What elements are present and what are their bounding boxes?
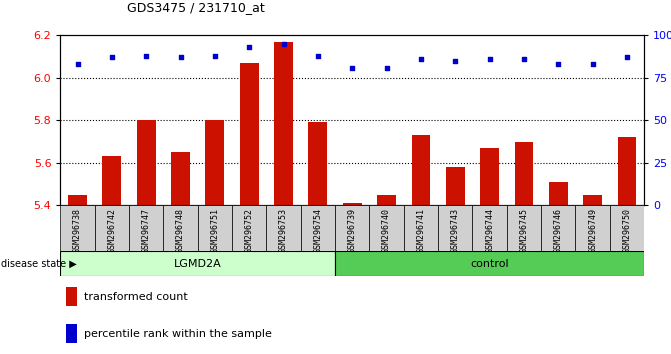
Bar: [610, 205, 644, 251]
Bar: [205, 120, 224, 205]
Text: GSM296744: GSM296744: [485, 207, 494, 253]
Point: [278, 41, 289, 47]
Text: GSM296753: GSM296753: [279, 207, 288, 253]
Text: GSM296750: GSM296750: [623, 207, 631, 253]
Text: GSM296752: GSM296752: [245, 207, 254, 253]
Bar: [137, 120, 156, 205]
Bar: [232, 205, 266, 251]
Text: GSM296745: GSM296745: [519, 207, 529, 253]
Bar: [576, 205, 610, 251]
Bar: [60, 205, 95, 251]
Text: GSM296743: GSM296743: [451, 207, 460, 253]
Bar: [266, 205, 301, 251]
Bar: [66, 287, 76, 306]
Bar: [377, 195, 396, 205]
Text: GSM296751: GSM296751: [211, 207, 219, 253]
Bar: [541, 205, 576, 251]
Point: [347, 65, 358, 70]
Bar: [60, 251, 335, 276]
Bar: [66, 324, 76, 343]
Bar: [480, 148, 499, 205]
Text: LGMD2A: LGMD2A: [174, 259, 221, 269]
Point: [450, 58, 461, 64]
Bar: [549, 182, 568, 205]
Point: [244, 45, 254, 50]
Text: percentile rank within the sample: percentile rank within the sample: [84, 329, 272, 339]
Text: GSM296747: GSM296747: [142, 207, 151, 253]
Point: [141, 53, 152, 59]
Point: [72, 62, 83, 67]
Point: [621, 55, 632, 60]
Bar: [240, 63, 259, 205]
Bar: [309, 122, 327, 205]
Text: GSM296748: GSM296748: [176, 207, 185, 253]
Bar: [95, 205, 129, 251]
Text: GDS3475 / 231710_at: GDS3475 / 231710_at: [127, 1, 265, 14]
Bar: [68, 195, 87, 205]
Bar: [171, 152, 190, 205]
Text: GSM296740: GSM296740: [382, 207, 391, 253]
Bar: [515, 142, 533, 205]
Text: control: control: [470, 259, 509, 269]
Bar: [103, 156, 121, 205]
Bar: [274, 42, 293, 205]
Bar: [617, 137, 636, 205]
Bar: [129, 205, 164, 251]
Bar: [438, 205, 472, 251]
Text: disease state ▶: disease state ▶: [1, 259, 76, 269]
Text: GSM296754: GSM296754: [313, 207, 323, 253]
Text: transformed count: transformed count: [84, 292, 187, 302]
Text: GSM296746: GSM296746: [554, 207, 563, 253]
Point: [519, 56, 529, 62]
Point: [313, 53, 323, 59]
Point: [484, 56, 495, 62]
Point: [587, 62, 598, 67]
Text: GSM296741: GSM296741: [417, 207, 425, 253]
Bar: [301, 205, 335, 251]
Bar: [343, 203, 362, 205]
Bar: [507, 205, 541, 251]
Text: GSM296749: GSM296749: [588, 207, 597, 253]
Point: [553, 62, 564, 67]
Point: [107, 55, 117, 60]
Text: GSM296739: GSM296739: [348, 207, 357, 253]
Bar: [583, 195, 602, 205]
Bar: [335, 205, 370, 251]
Bar: [198, 205, 232, 251]
Bar: [472, 205, 507, 251]
Bar: [164, 205, 198, 251]
Bar: [370, 205, 404, 251]
Point: [381, 65, 392, 70]
Bar: [411, 135, 430, 205]
Point: [415, 56, 426, 62]
Bar: [335, 251, 644, 276]
Bar: [404, 205, 438, 251]
Text: GSM296742: GSM296742: [107, 207, 116, 253]
Point: [209, 53, 220, 59]
Point: [175, 55, 186, 60]
Text: GSM296738: GSM296738: [73, 207, 82, 253]
Bar: [446, 167, 465, 205]
